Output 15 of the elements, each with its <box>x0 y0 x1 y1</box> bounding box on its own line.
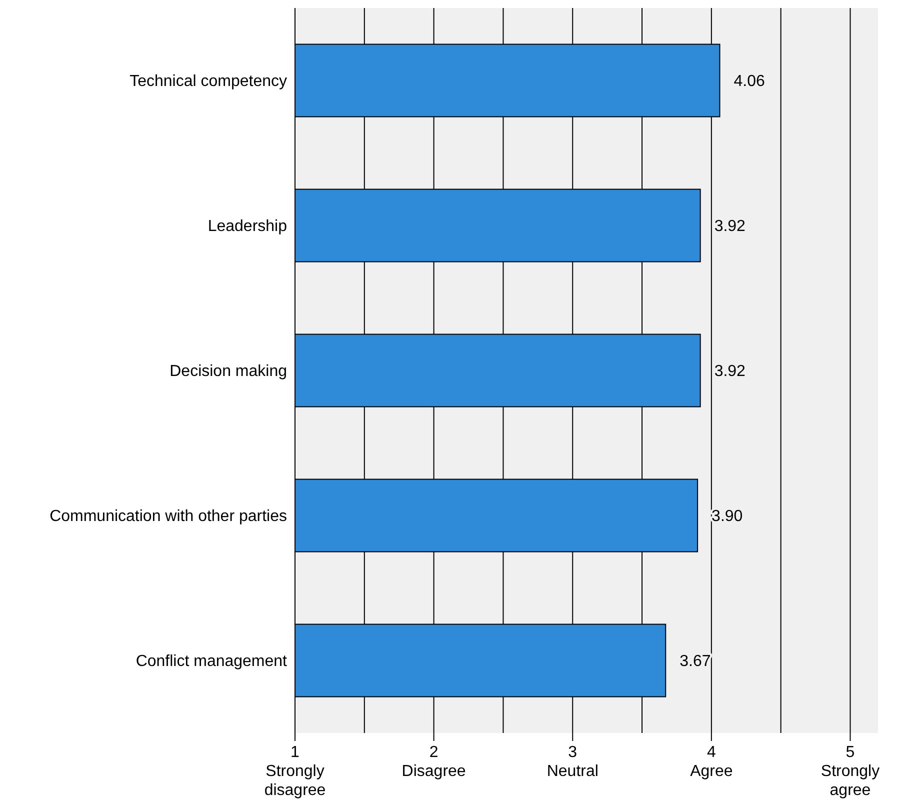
data-label: 3.92 <box>714 218 746 236</box>
y-tick-label: Communication with other parties <box>50 508 287 526</box>
x-tick-label: 3 Neutral <box>546 744 598 780</box>
x-tick-label: 5 Strongly agree <box>820 744 880 799</box>
x-tick-label: 1 Strongly disagree <box>264 744 326 799</box>
data-label: 3.90 <box>712 508 743 526</box>
y-tick-label: Leadership <box>208 218 288 236</box>
data-label: 3.67 <box>680 653 711 670</box>
data-label: 3.92 <box>714 363 746 380</box>
y-tick-label: Technical competency <box>130 73 287 90</box>
x-tick-label: 2 Disagree <box>402 744 466 780</box>
y-tick-label: Conflict management <box>136 653 288 670</box>
data-label: 4.06 <box>734 73 765 90</box>
x-tick-label: 4 Agree <box>690 744 733 780</box>
y-tick-label: Decision making <box>170 363 287 380</box>
